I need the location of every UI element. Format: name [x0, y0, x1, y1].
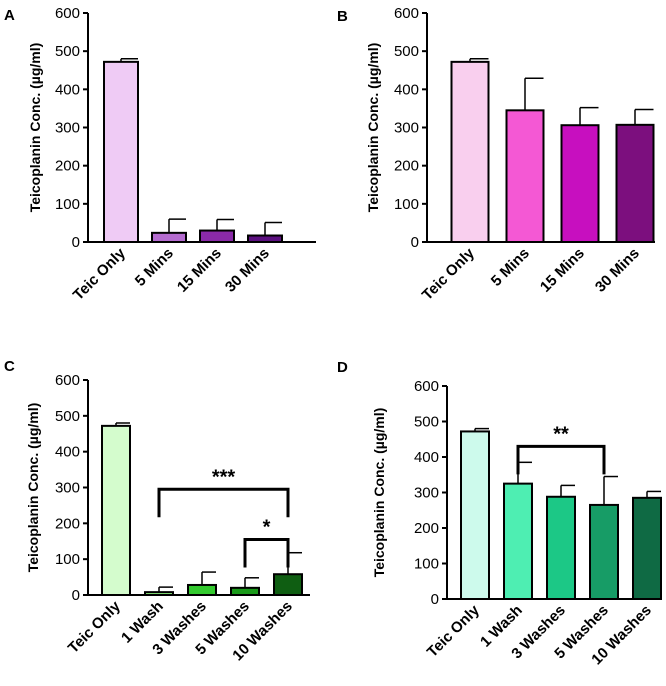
significance-label: ***: [212, 466, 236, 488]
x-category-label: 30 Mins: [222, 245, 273, 296]
significance-bracket: [516, 444, 606, 475]
x-category-label: Teic Only: [70, 244, 129, 303]
y-tick-label: 200: [414, 520, 439, 537]
panel-letter: B: [337, 8, 348, 25]
bar-teic-only: [101, 424, 131, 596]
bar-teic-only: [460, 430, 490, 600]
significance-label: *: [263, 516, 271, 538]
y-tick-label: 400: [414, 449, 439, 466]
bar-3-washes: [546, 495, 576, 601]
bar-5-washes: [230, 586, 260, 596]
bar-teic-only: [450, 60, 490, 243]
y-tick-label: 400: [55, 444, 80, 461]
bar-30-mins: [247, 234, 283, 244]
bar-15-mins: [199, 229, 235, 244]
y-tick-label: 0: [411, 234, 419, 251]
bar-5-washes: [589, 503, 619, 600]
panel-c: C Teicoplanin Conc. (µg/ml) 0 100 200 300 400 5…: [4, 358, 310, 664]
y-tick-label: 500: [414, 414, 439, 431]
panel-letter: C: [4, 358, 15, 375]
significance-bracket: [157, 487, 290, 518]
y-tick-label: 0: [431, 591, 439, 608]
y-tick-label: 500: [55, 43, 80, 60]
y-tick-label: 0: [72, 587, 80, 604]
panel-a: A Teicoplanin Conc. (µg/ml) 0 100 200 300 400 5…: [4, 5, 316, 304]
y-tick-label: 400: [394, 81, 419, 98]
bar-30-mins: [615, 123, 655, 243]
y-tick-label: 100: [414, 556, 439, 573]
y-tick-label: 100: [394, 196, 419, 213]
bar-3-washes: [187, 583, 217, 597]
bar-5-mins: [505, 109, 545, 243]
y-tick-label: 300: [55, 480, 80, 497]
y-axis-title: Teicoplanin Conc. (µg/ml): [27, 43, 43, 213]
y-axis-title: Teicoplanin Conc. (µg/ml): [25, 403, 41, 573]
y-tick-label: 200: [55, 515, 80, 532]
panel-letter: A: [4, 7, 15, 24]
x-category-label: 15 Mins: [174, 245, 225, 296]
y-tick-label: 100: [55, 551, 80, 568]
y-tick-label: 600: [55, 5, 80, 22]
y-tick-label: 300: [55, 120, 80, 137]
y-tick-label: 500: [394, 43, 419, 60]
x-category-label: Teic Only: [419, 244, 478, 303]
x-category-label: 5 Mins: [132, 245, 177, 290]
y-tick-label: 300: [414, 485, 439, 502]
y-tick-label: 600: [394, 5, 419, 22]
y-axis-title: Teicoplanin Conc. (µg/ml): [365, 43, 381, 213]
bar-10-washes: [632, 496, 662, 601]
x-category-label: Teic Only: [65, 597, 124, 656]
y-tick-label: 0: [72, 234, 80, 251]
y-tick-label: 600: [55, 372, 80, 389]
bar-10-washes: [273, 573, 303, 597]
y-tick-label: 100: [55, 196, 80, 213]
y-tick-label: 400: [55, 81, 80, 98]
y-axis-title: Teicoplanin Conc. (µg/ml): [371, 408, 387, 578]
bar-1-wash: [503, 482, 533, 600]
y-tick-label: 200: [55, 158, 80, 175]
x-category-label: 5 Mins: [488, 245, 533, 290]
panel-b: B Teicoplanin Conc. (µg/ml) 0 100 200 300 400 5…: [337, 5, 655, 304]
bar-1-wash: [144, 591, 174, 597]
bar-15-mins: [560, 124, 600, 243]
x-category-label: 30 Mins: [592, 245, 643, 296]
panel-letter: D: [337, 359, 348, 376]
y-tick-label: 300: [394, 120, 419, 137]
bar-teic-only: [103, 60, 139, 243]
x-category-label: 15 Mins: [537, 245, 588, 296]
significance-label: **: [553, 423, 569, 445]
bar-5-mins: [151, 231, 187, 243]
significance-bracket: [243, 537, 290, 568]
panel-d: D Teicoplanin Conc. (µg/ml) 0 100 200 300 400 5…: [337, 359, 662, 668]
y-tick-label: 500: [55, 408, 80, 425]
y-tick-label: 200: [394, 158, 419, 175]
y-tick-label: 600: [414, 378, 439, 395]
x-category-label: Teic Only: [424, 601, 483, 660]
